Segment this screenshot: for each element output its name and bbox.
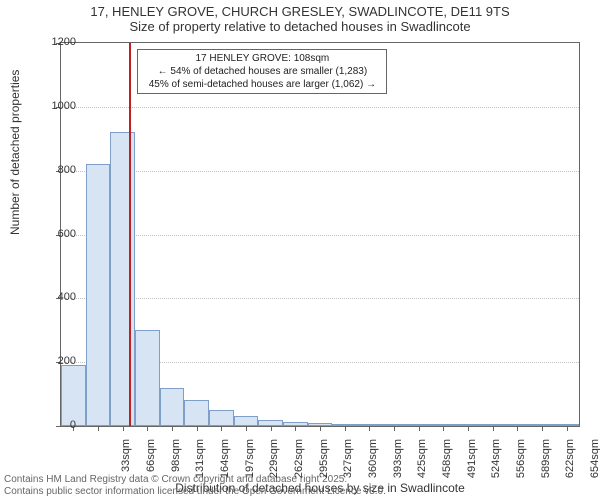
x-tick-label: 425sqm xyxy=(416,439,428,489)
x-tick-label: 556sqm xyxy=(515,439,527,489)
histogram-bar xyxy=(135,330,160,426)
x-tick-mark xyxy=(493,426,494,431)
histogram-bar xyxy=(160,388,185,426)
x-tick-mark xyxy=(542,426,543,431)
x-tick-label: 491sqm xyxy=(466,439,478,489)
annotation-line: 45% of semi-detached houses are larger (… xyxy=(142,78,382,91)
annotation-box: 17 HENLEY GROVE: 108sqm← 54% of detached… xyxy=(137,49,387,94)
annotation-line: ← 54% of detached houses are smaller (1,… xyxy=(142,65,382,78)
x-tick-label: 360sqm xyxy=(367,439,379,489)
x-tick-mark xyxy=(123,426,124,431)
grid-line xyxy=(61,298,579,299)
y-tick-label: 0 xyxy=(36,419,76,431)
x-tick-mark xyxy=(246,426,247,431)
y-tick-label: 1200 xyxy=(36,36,76,48)
chart-root: 17, HENLEY GROVE, CHURCH GRESLEY, SWADLI… xyxy=(0,0,600,500)
x-tick-mark xyxy=(271,426,272,431)
x-tick-label: 229sqm xyxy=(268,439,280,489)
grid-line xyxy=(61,235,579,236)
property-marker-line xyxy=(129,43,131,426)
x-tick-label: 98sqm xyxy=(170,439,182,489)
x-tick-label: 164sqm xyxy=(219,439,231,489)
x-tick-mark xyxy=(221,426,222,431)
x-tick-mark xyxy=(394,426,395,431)
chart-title-line2: Size of property relative to detached ho… xyxy=(0,19,600,34)
x-tick-mark xyxy=(567,426,568,431)
x-tick-label: 33sqm xyxy=(120,439,132,489)
x-tick-mark xyxy=(443,426,444,431)
y-tick-label: 1000 xyxy=(36,100,76,112)
y-tick-label: 800 xyxy=(36,164,76,176)
x-tick-label: 589sqm xyxy=(540,439,552,489)
grid-line xyxy=(61,171,579,172)
x-tick-mark xyxy=(517,426,518,431)
x-tick-mark xyxy=(147,426,148,431)
x-tick-mark xyxy=(468,426,469,431)
x-tick-mark xyxy=(345,426,346,431)
x-tick-label: 197sqm xyxy=(244,439,256,489)
x-tick-label: 622sqm xyxy=(564,439,576,489)
x-tick-label: 66sqm xyxy=(145,439,157,489)
x-tick-label: 262sqm xyxy=(293,439,305,489)
x-tick-mark xyxy=(320,426,321,431)
y-tick-label: 600 xyxy=(36,228,76,240)
histogram-bar xyxy=(61,365,86,426)
annotation-line: 17 HENLEY GROVE: 108sqm xyxy=(142,52,382,65)
x-tick-label: 524sqm xyxy=(490,439,502,489)
chart-title-line1: 17, HENLEY GROVE, CHURCH GRESLEY, SWADLI… xyxy=(0,4,600,19)
x-tick-mark xyxy=(419,426,420,431)
x-tick-label: 654sqm xyxy=(589,439,600,489)
x-tick-label: 327sqm xyxy=(342,439,354,489)
y-tick-label: 200 xyxy=(36,355,76,367)
x-tick-mark xyxy=(98,426,99,431)
histogram-bar xyxy=(209,410,234,426)
x-tick-label: 393sqm xyxy=(392,439,404,489)
histogram-bar xyxy=(86,164,111,426)
histogram-bar xyxy=(184,400,209,426)
grid-line xyxy=(61,107,579,108)
histogram-bar xyxy=(234,416,259,426)
x-tick-mark xyxy=(197,426,198,431)
x-tick-mark xyxy=(369,426,370,431)
chart-title-block: 17, HENLEY GROVE, CHURCH GRESLEY, SWADLI… xyxy=(0,4,600,34)
x-tick-label: 295sqm xyxy=(318,439,330,489)
x-tick-label: 131sqm xyxy=(194,439,206,489)
x-tick-label: 458sqm xyxy=(441,439,453,489)
y-tick-label: 400 xyxy=(36,291,76,303)
x-tick-mark xyxy=(295,426,296,431)
plot-area: 17 HENLEY GROVE: 108sqm← 54% of detached… xyxy=(60,42,580,427)
y-axis-label: Number of detached properties xyxy=(8,70,22,235)
x-tick-mark xyxy=(172,426,173,431)
